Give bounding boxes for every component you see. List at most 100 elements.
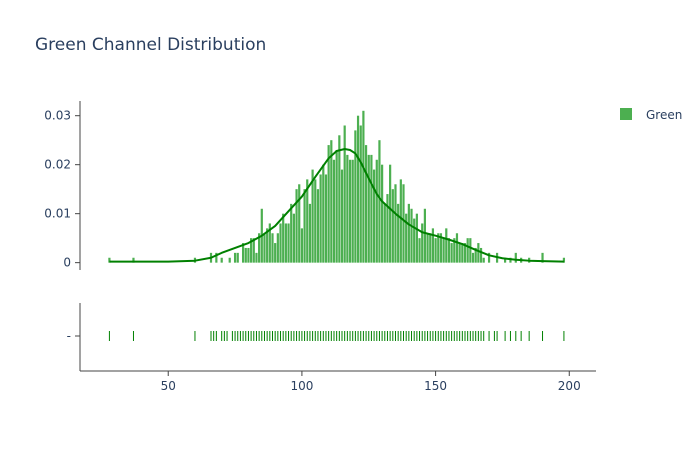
histogram-bar[interactable] (324, 174, 328, 263)
histogram-bar[interactable] (463, 243, 467, 263)
histogram-bar[interactable] (383, 203, 386, 263)
histogram-bar[interactable] (391, 189, 394, 263)
histogram-bar[interactable] (319, 174, 322, 263)
histogram-bar[interactable] (477, 243, 480, 263)
histogram-bar[interactable] (354, 130, 357, 263)
histogram-bar[interactable] (431, 228, 435, 263)
histogram-bar[interactable] (415, 213, 418, 263)
histogram-bar[interactable] (258, 233, 261, 263)
histogram-bar[interactable] (455, 233, 459, 263)
histogram-bar[interactable] (271, 233, 274, 263)
histogram-bar[interactable] (407, 203, 410, 263)
histogram-bar[interactable] (482, 257, 485, 263)
histogram-bar[interactable] (418, 238, 421, 263)
histogram-bar[interactable] (343, 125, 346, 263)
histogram-bar[interactable] (250, 238, 253, 263)
histogram-bar[interactable] (322, 164, 325, 263)
histogram-bar[interactable] (458, 243, 461, 263)
legend-label-green[interactable]: Green (646, 108, 682, 122)
histogram-bar[interactable] (504, 257, 507, 263)
histogram-bar[interactable] (338, 135, 341, 263)
histogram-bar[interactable] (346, 154, 349, 263)
histogram-bar[interactable] (471, 252, 475, 263)
histogram-bar[interactable] (469, 238, 472, 263)
density-curve[interactable] (109, 148, 564, 263)
histogram-bar[interactable] (423, 208, 426, 263)
histogram-bar[interactable] (220, 257, 223, 263)
histogram-bar[interactable] (372, 169, 376, 263)
histogram-bar[interactable] (509, 257, 512, 263)
histogram-bar[interactable] (450, 243, 453, 263)
histogram-bar[interactable] (442, 238, 445, 263)
histogram-bar[interactable] (351, 159, 354, 263)
histogram-bar[interactable] (386, 194, 389, 263)
histogram-bar[interactable] (292, 213, 295, 263)
histogram-bar[interactable] (439, 233, 443, 263)
histogram-bar[interactable] (311, 169, 314, 263)
histogram-bar[interactable] (402, 184, 405, 263)
histogram-bar[interactable] (399, 179, 402, 263)
histogram-bar[interactable] (308, 203, 312, 263)
histogram-bar[interactable] (276, 233, 279, 263)
histogram-bar[interactable] (282, 213, 285, 263)
histogram-bar[interactable] (287, 223, 290, 263)
histogram-bar[interactable] (298, 184, 301, 263)
histogram-bar[interactable] (375, 159, 378, 263)
histogram-bar[interactable] (466, 238, 469, 263)
histogram-bar[interactable] (244, 247, 247, 263)
histogram-bar[interactable] (421, 223, 424, 263)
histogram-bar[interactable] (474, 247, 477, 263)
histogram-bar[interactable] (394, 184, 397, 263)
histogram-bar[interactable] (279, 223, 282, 263)
histogram-bar[interactable] (306, 179, 309, 263)
histogram-bar[interactable] (487, 252, 491, 263)
histogram-bar[interactable] (327, 145, 330, 263)
histogram-bar[interactable] (132, 257, 135, 263)
histogram-bar[interactable] (362, 110, 365, 263)
histogram-bar[interactable] (263, 233, 266, 263)
histogram-bar[interactable] (300, 228, 304, 263)
histogram-bar[interactable] (410, 208, 413, 263)
histogram-bar[interactable] (295, 189, 298, 263)
histogram-bar[interactable] (255, 252, 258, 263)
histogram-bar[interactable] (429, 233, 432, 263)
histogram-bar[interactable] (236, 252, 239, 263)
histogram-bar[interactable] (233, 252, 237, 263)
histogram-bar[interactable] (541, 252, 544, 263)
histogram-bar[interactable] (426, 233, 429, 263)
histogram-bar[interactable] (378, 140, 381, 263)
histogram-bar[interactable] (453, 238, 456, 263)
histogram-bar[interactable] (241, 243, 245, 263)
histogram-bar[interactable] (389, 164, 392, 263)
histogram-bar[interactable] (461, 243, 464, 263)
histogram-bar[interactable] (397, 203, 400, 263)
histogram-bar[interactable] (364, 145, 368, 263)
histogram-bar[interactable] (437, 233, 440, 263)
histogram-bar[interactable] (348, 159, 352, 263)
histogram-bar[interactable] (314, 179, 317, 263)
histogram-bar[interactable] (356, 115, 360, 263)
histogram-bar[interactable] (247, 247, 250, 263)
histogram-bar[interactable] (228, 257, 231, 263)
histogram-bar[interactable] (445, 228, 448, 263)
histogram-bar[interactable] (447, 238, 451, 263)
histogram-bar[interactable] (266, 228, 269, 263)
histogram-bar[interactable] (332, 159, 336, 263)
histogram-bar[interactable] (514, 252, 517, 263)
histogram-bar[interactable] (290, 203, 293, 263)
histogram-bar[interactable] (284, 223, 287, 263)
histogram-bar[interactable] (413, 218, 416, 263)
legend[interactable]: Green (620, 108, 682, 122)
histogram-bar[interactable] (274, 243, 277, 263)
histogram-bar[interactable] (330, 140, 333, 263)
histogram-bar[interactable] (381, 164, 384, 263)
histogram-bar[interactable] (316, 189, 320, 263)
histogram-bar[interactable] (252, 238, 255, 263)
histogram-bar[interactable] (405, 213, 408, 263)
histogram-bar[interactable] (268, 223, 271, 263)
histogram-bar[interactable] (215, 252, 218, 263)
histogram-bar[interactable] (367, 154, 370, 263)
histogram-bar[interactable] (562, 257, 566, 263)
histogram-bar[interactable] (434, 238, 437, 263)
legend-swatch-green[interactable] (620, 108, 632, 120)
